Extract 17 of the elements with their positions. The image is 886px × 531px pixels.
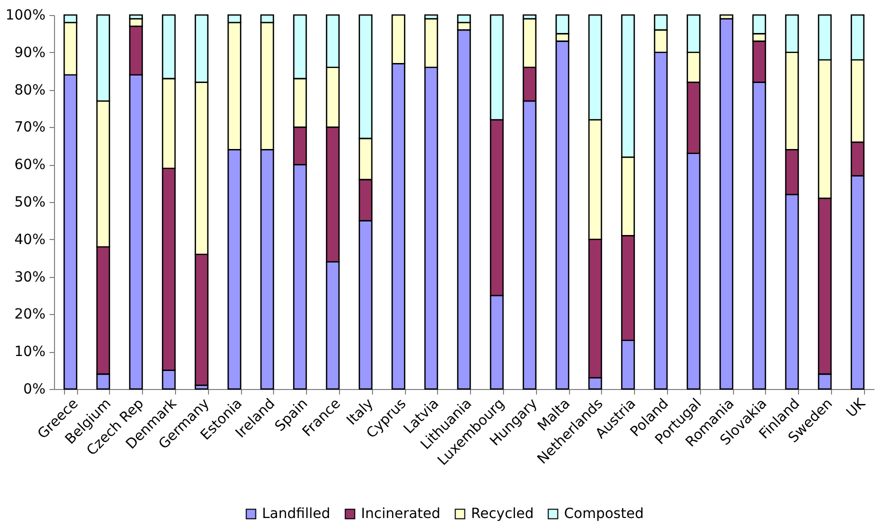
y-tick-label: 30%	[14, 269, 46, 286]
y-tick-label: 0%	[23, 382, 46, 398]
y-tick-label: 70%	[14, 120, 46, 136]
y-tick-label: 90%	[14, 44, 46, 61]
y-tick-label: 60%	[14, 157, 46, 174]
y-tick-label: 80%	[14, 82, 46, 98]
y-tick-label: 40%	[14, 232, 46, 248]
legend-label: Incinerated	[361, 506, 440, 522]
legend-label: Recycled	[471, 506, 534, 522]
x-tick-label: UK	[844, 395, 870, 421]
bar	[720, 18, 734, 390]
y-tick-label: 20%	[14, 306, 46, 323]
legend-label: Landfilled	[262, 506, 330, 522]
y-tick-label: 50%	[14, 194, 46, 210]
y-tick-label: 100%	[5, 8, 46, 24]
legend-label: Composted	[564, 506, 644, 522]
y-tick-label: 10%	[14, 344, 46, 360]
